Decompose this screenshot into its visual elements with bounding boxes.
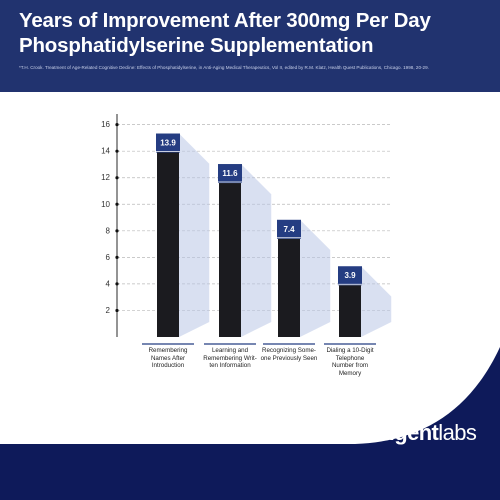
x-category-label-line: Introduction xyxy=(151,362,185,370)
logo-bold-text: intelligent xyxy=(341,420,439,445)
y-tick-label: 16 xyxy=(101,120,110,129)
data-label: 11.6 xyxy=(222,169,238,178)
x-category-label-line: Learning and xyxy=(211,347,249,354)
x-category-label-line: ten Information xyxy=(209,362,251,370)
bar-shadow xyxy=(241,164,272,337)
x-category-label-line: Names After xyxy=(150,354,186,362)
y-tick-label: 4 xyxy=(106,279,111,288)
logo-light-text: labs xyxy=(438,420,477,445)
x-category-label-line: Memory xyxy=(338,369,362,377)
y-tick-label: 6 xyxy=(106,253,111,262)
bar-shadow xyxy=(361,266,392,337)
x-category-label: Learning and Remembering Writ-ten Informa… xyxy=(189,347,271,370)
x-category-label-line: Telephone xyxy=(335,354,365,362)
data-label: 7.4 xyxy=(283,225,295,234)
x-category-label-line: Remembering Writ- xyxy=(203,354,257,362)
value-label-box xyxy=(218,164,242,184)
bar-shadow xyxy=(300,219,331,337)
y-tick-label: 10 xyxy=(101,200,110,209)
x-category-label: Dialing a 10-Digit Telephone Number from Me… xyxy=(309,347,391,377)
y-tick-label: 2 xyxy=(106,306,111,315)
brand-logo: intelligentlabs xyxy=(341,420,477,450)
header-band: Years of Improvement After 300mg Per Day… xyxy=(0,0,500,92)
x-category-label: Remembering Names After Introduction xyxy=(127,347,209,370)
bar xyxy=(219,183,241,337)
value-label-box xyxy=(338,266,362,286)
logo-dot-icon xyxy=(343,416,348,421)
x-category-label-line: Recognizing Some- xyxy=(262,347,316,354)
bar xyxy=(157,152,179,337)
x-category-label: Recognizing Some-one Previously Seen xyxy=(248,347,330,362)
data-label: 3.9 xyxy=(344,271,356,280)
value-label-box xyxy=(277,219,301,239)
value-label-box xyxy=(156,133,180,153)
citation-text: *T.H. Crook. Treatment of Age-Related Co… xyxy=(19,65,429,70)
x-category-label-line: Remembering xyxy=(148,347,188,354)
chart-title: Years of Improvement After 300mg Per Day… xyxy=(19,9,431,57)
x-category-label-line: one Previously Seen xyxy=(260,354,318,362)
y-tick-label: 8 xyxy=(106,226,111,235)
bar xyxy=(339,285,361,337)
y-tick-label: 12 xyxy=(101,173,110,182)
y-tick-label: 14 xyxy=(101,147,110,156)
x-category-label-line: Dialing a 10-Digit xyxy=(326,347,374,354)
x-category-label-line: Number from xyxy=(331,362,369,370)
bar-shadow xyxy=(179,133,210,337)
bar xyxy=(278,238,300,337)
data-label: 13.9 xyxy=(160,139,176,148)
